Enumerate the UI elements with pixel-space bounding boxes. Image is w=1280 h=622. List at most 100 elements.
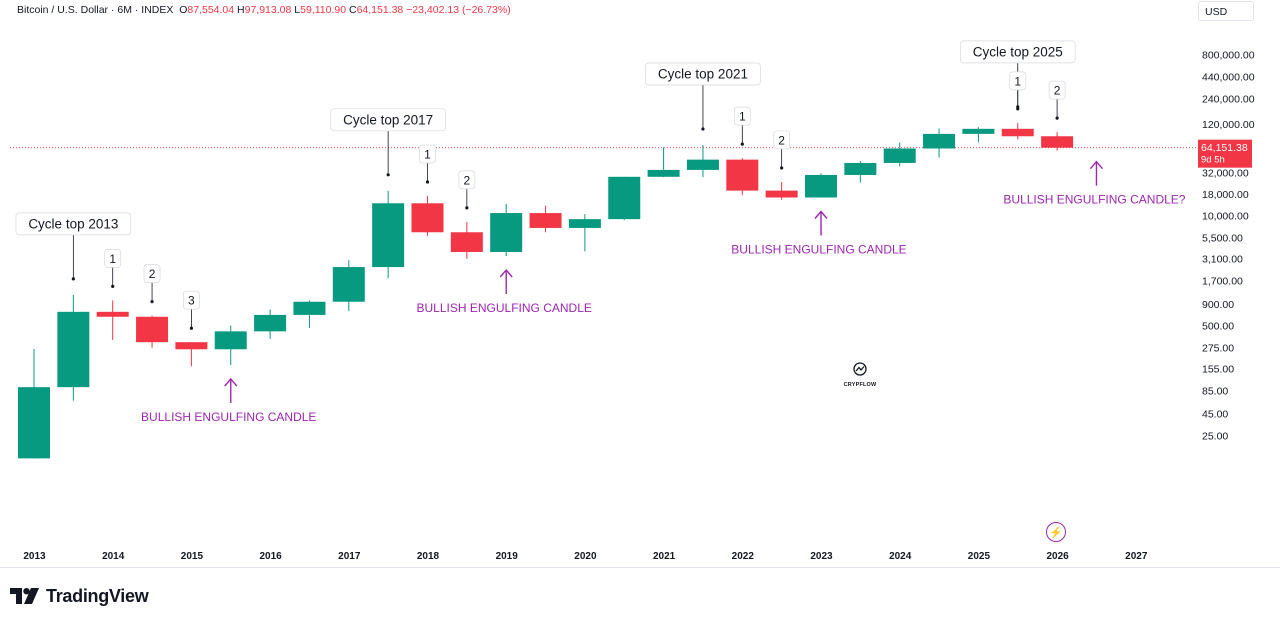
- count-label: 1: [424, 147, 431, 161]
- candle-body[interactable]: [923, 133, 956, 149]
- candle-body[interactable]: [293, 301, 326, 315]
- y-tick-label: 155.00: [1202, 363, 1234, 375]
- engulfing-arrowhead: [1089, 160, 1103, 170]
- candle-body[interactable]: [372, 203, 405, 268]
- x-tick-label: 2013: [23, 551, 46, 562]
- y-tick-label: 10,000.00: [1202, 210, 1249, 222]
- callout-box: [330, 108, 446, 132]
- count-label: 1: [739, 110, 746, 124]
- chart-frame[interactable]: [0, 0, 1280, 568]
- callout-label: Cycle top 2017: [343, 112, 433, 127]
- candle-body[interactable]: [568, 219, 601, 228]
- count-box: [104, 249, 122, 268]
- candle-body[interactable]: [844, 162, 877, 175]
- y-tick-label: 1,700.00: [1202, 275, 1243, 287]
- low-value: 59,110.90: [300, 4, 347, 16]
- candle-body[interactable]: [647, 169, 680, 177]
- x-tick-label: 2019: [496, 551, 519, 562]
- callout-label: Cycle top 2021: [658, 66, 748, 81]
- candle-body[interactable]: [136, 316, 169, 343]
- bar-countdown-label: 9d 5h: [1201, 155, 1225, 166]
- candle-body[interactable]: [726, 159, 759, 191]
- x-tick-label: 2017: [338, 551, 361, 562]
- y-tick-label: 120,000.00: [1202, 119, 1255, 131]
- count-anchor: [465, 206, 469, 210]
- watermark-text: CRYPFLOW: [843, 382, 877, 388]
- y-tick-label: 440,000.00: [1202, 72, 1255, 84]
- candle-body[interactable]: [450, 232, 483, 252]
- count-label: 2: [149, 267, 156, 281]
- count-box: [1009, 71, 1027, 91]
- current-price-label: 64,151.38: [1201, 142, 1248, 154]
- y-tick-label: 25.00: [1202, 430, 1228, 442]
- engulfing-label: BULLISH ENGULFING CANDLE: [417, 301, 592, 315]
- open-value: 87,554.04: [187, 4, 235, 16]
- candle-body[interactable]: [332, 267, 365, 302]
- candle-body[interactable]: [608, 176, 641, 220]
- candle-body[interactable]: [490, 213, 523, 252]
- count-label: 2: [778, 133, 785, 147]
- y-tick-label: 18,000.00: [1202, 189, 1249, 201]
- candle-body[interactable]: [962, 128, 995, 134]
- count-box: [143, 264, 161, 283]
- candle-body[interactable]: [96, 311, 129, 317]
- count-box: [773, 130, 791, 150]
- count-box: [183, 290, 200, 310]
- engulfing-label: BULLISH ENGULFING CANDLE: [731, 243, 906, 257]
- x-tick-label: 2020: [574, 551, 597, 562]
- candle-body[interactable]: [1041, 136, 1074, 148]
- candle-body[interactable]: [18, 387, 50, 459]
- callout-box: [15, 212, 132, 236]
- engulfing-arrowhead: [814, 210, 828, 219]
- currency-selector[interactable]: USD: [1198, 1, 1254, 21]
- count-anchor: [189, 326, 193, 330]
- engulfing-arrowhead: [224, 377, 238, 387]
- close-value: 64,151.38: [356, 4, 404, 16]
- candle-body[interactable]: [529, 213, 562, 228]
- candle-body[interactable]: [254, 314, 287, 332]
- count-anchor: [425, 180, 430, 184]
- x-tick-label: 2014: [102, 551, 125, 562]
- x-tick-label: 2023: [810, 551, 833, 562]
- candle-body[interactable]: [57, 311, 90, 388]
- y-tick-label: 5,500.00: [1202, 232, 1243, 244]
- engulfing-label: BULLISH ENGULFING CANDLE?: [1003, 193, 1185, 207]
- x-tick-label: 2026: [1046, 551, 1069, 562]
- count-anchor: [150, 300, 154, 304]
- x-tick-label: 2015: [181, 551, 204, 562]
- count-box: [733, 106, 751, 126]
- count-box: [458, 170, 476, 190]
- y-tick-label: 800,000.00: [1202, 50, 1255, 62]
- count-anchor: [780, 166, 784, 170]
- candle-body[interactable]: [805, 174, 837, 198]
- engulfing-arrowhead: [499, 268, 513, 278]
- candle-body[interactable]: [1001, 128, 1034, 137]
- y-tick-label: 45.00: [1202, 409, 1228, 421]
- tradingview-brand[interactable]: TradingView: [10, 585, 149, 607]
- crypflow-watermark: CRYPFLOW: [832, 362, 888, 402]
- y-tick-label: 85.00: [1202, 385, 1228, 397]
- candle-body[interactable]: [411, 203, 444, 233]
- x-tick-label: 2024: [889, 551, 912, 562]
- count-label: 2: [464, 173, 471, 187]
- change-value: −23,402.13 (−26.73%): [406, 4, 511, 16]
- count-anchor: [1055, 116, 1059, 120]
- current-price-tag: [1198, 139, 1252, 168]
- callout-anchor: [71, 277, 75, 281]
- crypflow-logo-icon: [853, 362, 867, 376]
- count-anchor: [1016, 107, 1020, 111]
- flash-icon[interactable]: ⚡: [1046, 522, 1066, 542]
- callout-anchor: [386, 173, 390, 177]
- price-chart[interactable]: 25.00 45.00 85.00 155.00 275.00 500.00 900.00 1…: [0, 0, 1280, 568]
- candle-body[interactable]: [686, 159, 719, 170]
- candle-body[interactable]: [214, 331, 247, 350]
- brand-name: TradingView: [46, 585, 149, 606]
- candle-body[interactable]: [883, 148, 916, 163]
- tradingview-logo-icon: [10, 588, 39, 604]
- x-tick-label: 2018: [417, 551, 440, 562]
- high-value: 97,913.08: [244, 4, 292, 16]
- callout-box: [645, 62, 761, 86]
- count-label: 2: [1054, 84, 1061, 98]
- candle-body[interactable]: [765, 190, 798, 198]
- candle-body[interactable]: [175, 342, 208, 350]
